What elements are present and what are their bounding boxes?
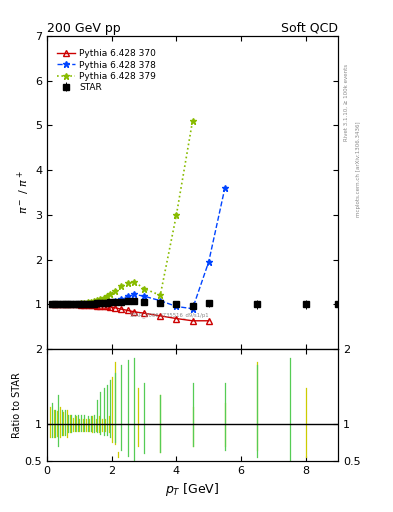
Pythia 6.428 378 (174, 304, 179, 310)
Pythia 6.428 379 (101, 294, 106, 301)
Pythia 6.428 378 (222, 185, 227, 191)
Pythia 6.428 378 (88, 301, 93, 307)
Pythia 6.428 378 (85, 301, 90, 307)
Y-axis label: $\pi^-$ / $\pi^+$: $\pi^-$ / $\pi^+$ (16, 170, 32, 215)
Pythia 6.428 379 (56, 301, 61, 307)
Pythia 6.428 379 (190, 118, 195, 124)
Pythia 6.428 378 (190, 306, 195, 312)
Pythia 6.428 370 (82, 302, 87, 308)
Pythia 6.428 378 (75, 301, 80, 307)
Pythia 6.428 378 (79, 301, 83, 307)
Pythia 6.428 379 (158, 292, 163, 298)
Pythia 6.428 378 (66, 301, 70, 307)
Pythia 6.428 378 (82, 301, 87, 307)
Pythia 6.428 378 (206, 259, 211, 265)
Pythia 6.428 378 (142, 293, 147, 299)
Pythia 6.428 370 (132, 309, 137, 315)
Pythia 6.428 370 (206, 318, 211, 324)
Pythia 6.428 370 (62, 301, 67, 307)
Pythia 6.428 379 (53, 301, 58, 307)
Text: 200 GeV pp: 200 GeV pp (47, 22, 121, 35)
Pythia 6.428 370 (53, 301, 58, 307)
Pythia 6.428 379 (98, 296, 103, 302)
Text: Rivet 3.1.10, ≥ 100k events: Rivet 3.1.10, ≥ 100k events (344, 64, 349, 141)
Line: Pythia 6.428 379: Pythia 6.428 379 (48, 117, 196, 308)
Pythia 6.428 378 (98, 300, 103, 306)
Pythia 6.428 378 (113, 297, 118, 304)
Pythia 6.428 378 (119, 296, 124, 302)
Y-axis label: Ratio to STAR: Ratio to STAR (12, 372, 22, 438)
Pythia 6.428 379 (119, 283, 124, 289)
Pythia 6.428 370 (92, 302, 96, 308)
Line: Pythia 6.428 378: Pythia 6.428 378 (48, 184, 228, 312)
Pythia 6.428 379 (72, 301, 77, 307)
Pythia 6.428 370 (59, 301, 64, 307)
Pythia 6.428 379 (174, 211, 179, 218)
Pythia 6.428 379 (69, 301, 74, 307)
Pythia 6.428 370 (72, 301, 77, 307)
Pythia 6.428 370 (158, 313, 163, 319)
Pythia 6.428 378 (132, 291, 137, 297)
Pythia 6.428 370 (101, 303, 106, 309)
Pythia 6.428 370 (126, 307, 130, 313)
Pythia 6.428 378 (108, 300, 112, 306)
Pythia 6.428 379 (79, 300, 83, 306)
Pythia 6.428 370 (88, 302, 93, 308)
Pythia 6.428 378 (59, 301, 64, 307)
Pythia 6.428 379 (95, 296, 99, 303)
Pythia 6.428 379 (126, 280, 130, 286)
Text: mcplots.cern.ch [arXiv:1306.3436]: mcplots.cern.ch [arXiv:1306.3436] (356, 121, 361, 217)
Pythia 6.428 370 (56, 301, 61, 307)
Legend: Pythia 6.428 370, Pythia 6.428 378, Pythia 6.428 379, STAR: Pythia 6.428 370, Pythia 6.428 378, Pyth… (55, 47, 158, 95)
Pythia 6.428 370 (95, 303, 99, 309)
Pythia 6.428 370 (190, 318, 195, 324)
Pythia 6.428 378 (101, 300, 106, 306)
Pythia 6.428 370 (119, 306, 124, 312)
Pythia 6.428 370 (50, 301, 54, 307)
Pythia 6.428 370 (75, 301, 80, 307)
Pythia 6.428 379 (62, 301, 67, 307)
Text: STAR_2006_I735516_d9/s1/p1: STAR_2006_I735516_d9/s1/p1 (129, 312, 209, 317)
Pythia 6.428 370 (142, 310, 147, 316)
Pythia 6.428 378 (92, 301, 96, 307)
Pythia 6.428 370 (98, 303, 103, 309)
Pythia 6.428 378 (56, 301, 61, 307)
Pythia 6.428 370 (69, 301, 74, 307)
Pythia 6.428 379 (85, 300, 90, 306)
Pythia 6.428 378 (126, 293, 130, 299)
Pythia 6.428 378 (105, 300, 109, 306)
Pythia 6.428 379 (105, 293, 109, 299)
Pythia 6.428 378 (69, 301, 74, 307)
Pythia 6.428 379 (108, 291, 112, 297)
Pythia 6.428 379 (50, 301, 54, 307)
Pythia 6.428 378 (53, 301, 58, 307)
Pythia 6.428 370 (174, 315, 179, 322)
X-axis label: $p_T$ [GeV]: $p_T$ [GeV] (165, 481, 220, 498)
Pythia 6.428 379 (75, 301, 80, 307)
Pythia 6.428 378 (158, 297, 163, 304)
Pythia 6.428 370 (105, 304, 109, 310)
Text: Soft QCD: Soft QCD (281, 22, 338, 35)
Pythia 6.428 370 (113, 305, 118, 311)
Pythia 6.428 379 (59, 301, 64, 307)
Pythia 6.428 378 (50, 301, 54, 307)
Pythia 6.428 370 (85, 302, 90, 308)
Pythia 6.428 370 (66, 301, 70, 307)
Pythia 6.428 379 (66, 301, 70, 307)
Pythia 6.428 379 (132, 279, 137, 285)
Pythia 6.428 378 (62, 301, 67, 307)
Pythia 6.428 370 (108, 304, 112, 310)
Pythia 6.428 370 (79, 302, 83, 308)
Pythia 6.428 378 (72, 301, 77, 307)
Pythia 6.428 379 (92, 297, 96, 304)
Pythia 6.428 379 (88, 298, 93, 305)
Line: Pythia 6.428 370: Pythia 6.428 370 (49, 302, 211, 324)
Pythia 6.428 379 (113, 288, 118, 294)
Pythia 6.428 379 (82, 300, 87, 306)
Pythia 6.428 379 (142, 286, 147, 292)
Pythia 6.428 378 (95, 300, 99, 306)
